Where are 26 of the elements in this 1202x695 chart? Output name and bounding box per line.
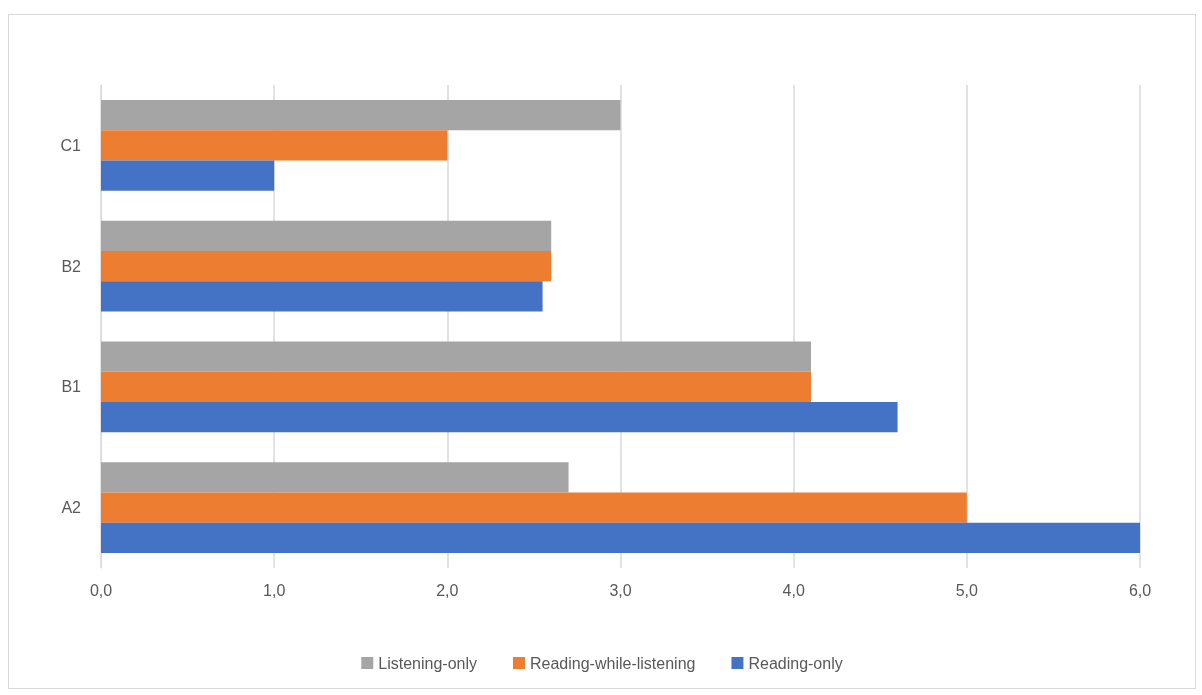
bar <box>101 401 898 433</box>
y-tick-label: B2 <box>61 257 82 275</box>
x-tick-label: 2,0 <box>436 581 459 599</box>
y-tick-label: A2 <box>61 499 82 517</box>
bar <box>101 371 811 402</box>
y-tick-label: C1 <box>60 136 82 154</box>
bar <box>101 341 811 372</box>
bar <box>101 281 543 312</box>
bar <box>101 251 552 282</box>
x-tick-label: 1,0 <box>263 581 286 599</box>
x-tick-label: 0,0 <box>89 581 113 599</box>
y-tick-label: B1 <box>61 378 82 396</box>
bar <box>101 160 275 191</box>
legend-label: Reading-only <box>748 654 843 672</box>
bar <box>101 100 621 131</box>
bar <box>101 220 552 252</box>
bar <box>101 522 1140 553</box>
x-tick-label: 5,0 <box>955 581 979 599</box>
x-tick-label: 3,0 <box>609 581 632 599</box>
x-tick-label: 6,0 <box>1128 581 1152 599</box>
x-tick-label: 4,0 <box>782 581 805 599</box>
bar <box>101 492 967 523</box>
legend-label: Listening-only <box>378 654 478 672</box>
bar <box>101 462 569 493</box>
bar <box>101 130 448 161</box>
legend-label: Reading-while-listening <box>530 654 696 672</box>
